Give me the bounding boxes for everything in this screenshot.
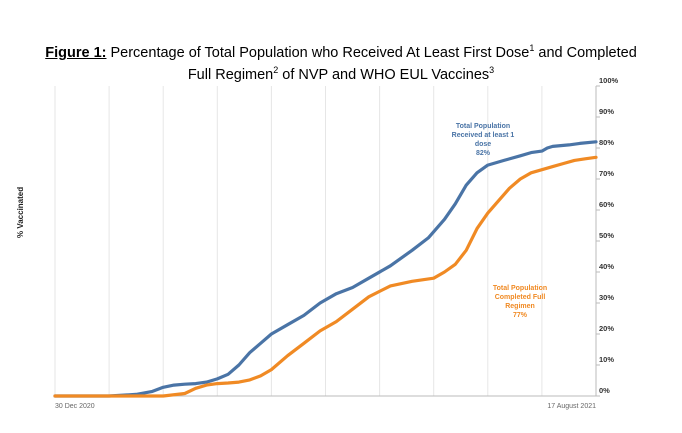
y-tick-label: 40% xyxy=(599,262,614,271)
y-tick-label: 30% xyxy=(599,293,614,302)
y-tick-label: 90% xyxy=(599,107,614,116)
footnote-1: 1 xyxy=(529,43,535,53)
title-line-1: Figure 1: Percentage of Total Population… xyxy=(0,40,682,62)
y-tick-label: 50% xyxy=(599,231,614,240)
title-text-2: Full Regimen xyxy=(187,66,274,83)
title-text-2-mid: of NVP and WHO EUL Vaccines xyxy=(278,66,490,83)
figure-label: Figure 1: xyxy=(45,44,107,61)
series-label-1: Total Population xyxy=(456,123,510,130)
series-label-1: Received at least 1 xyxy=(452,132,515,139)
series-label-2: Completed Full xyxy=(495,294,546,301)
title-line-2: Full Regimen2 of NVP and WHO EUL Vaccine… xyxy=(0,62,682,84)
x-start-label: 30 Dec 2020 xyxy=(55,403,95,410)
y-tick-label: 10% xyxy=(599,355,614,364)
series-label-2: 77% xyxy=(513,312,528,319)
y-tick-label: 80% xyxy=(599,138,614,147)
footnote-3: 3 xyxy=(489,64,495,75)
series-label-2: Regimen xyxy=(505,303,535,310)
series-line-2 xyxy=(53,155,598,398)
y-tick-label: 60% xyxy=(599,200,614,209)
series-label-1: 82% xyxy=(476,150,491,157)
series-label-1: dose xyxy=(475,141,491,148)
title-text-1-tail: and Completed xyxy=(534,44,637,61)
series-line-1 xyxy=(53,140,598,398)
y-tick-label: 20% xyxy=(599,324,614,333)
x-end-label: 17 August 2021 xyxy=(547,403,596,410)
chart-title: Figure 1: Percentage of Total Population… xyxy=(0,40,682,84)
footnote-2: 2 xyxy=(273,64,279,75)
series-label-2: Total Population xyxy=(493,285,547,292)
title-text-1: Percentage of Total Population who Recei… xyxy=(106,44,530,61)
y-tick-label: 100% xyxy=(599,76,619,85)
y-tick-label: 70% xyxy=(599,169,614,178)
y-tick-label: 0% xyxy=(599,386,610,395)
